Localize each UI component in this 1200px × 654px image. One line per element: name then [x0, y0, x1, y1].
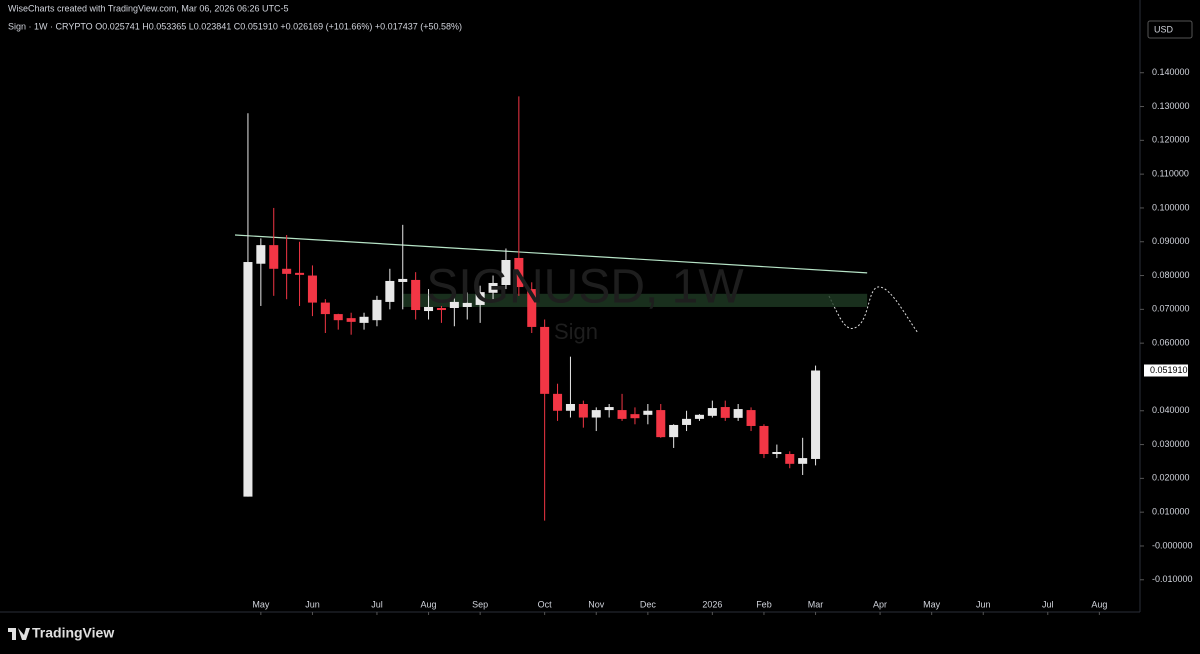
candle-body	[295, 272, 305, 275]
candle-body	[565, 404, 575, 411]
candle-body	[514, 257, 524, 288]
candle-body	[359, 316, 369, 323]
x-tick-label: 2026	[702, 599, 722, 609]
candle-body	[398, 278, 408, 282]
candle-body	[656, 410, 666, 438]
y-tick-label: 0.060000	[1152, 338, 1190, 348]
candle-body	[617, 410, 627, 419]
candle-body	[746, 410, 756, 426]
candle-body	[501, 260, 511, 286]
x-tick-label: Oct	[538, 599, 553, 609]
candle-body	[591, 410, 601, 418]
x-tick-label: Dec	[640, 599, 657, 609]
x-tick-label: Jul	[371, 599, 383, 609]
candle-body	[424, 306, 434, 312]
y-tick-label: 0.080000	[1152, 270, 1190, 280]
y-tick-label: -0.010000	[1152, 574, 1193, 584]
projection-curve	[828, 286, 919, 334]
candle-body	[346, 318, 356, 322]
candle-body	[682, 418, 692, 425]
y-tick-label: -0.000000	[1152, 540, 1193, 550]
x-tick-label: Mar	[808, 599, 824, 609]
x-tick-label: May	[923, 599, 941, 609]
y-tick-label: 0.110000	[1152, 169, 1189, 179]
candle-body	[385, 280, 395, 302]
logo-icon	[8, 628, 30, 640]
candle-body	[772, 452, 782, 455]
candle-body	[630, 414, 640, 419]
candle-body	[643, 410, 653, 415]
x-tick-label: Feb	[756, 599, 772, 609]
candle-body	[540, 326, 550, 394]
candle-body	[669, 424, 679, 438]
y-tick-label: 0.100000	[1152, 202, 1190, 212]
candle-body	[553, 393, 563, 411]
candle-body	[707, 408, 717, 416]
candle-body	[578, 404, 588, 418]
watermark: SIGNUSD, 1W	[426, 261, 744, 314]
candle-body	[604, 407, 614, 411]
candle-body	[462, 302, 472, 307]
x-tick-label: Aug	[421, 599, 437, 609]
x-tick-label: Apr	[873, 599, 887, 609]
legend: Sign · 1W · CRYPTO O0.025741 H0.053365 L…	[8, 21, 462, 31]
x-tick-label: Sep	[472, 599, 488, 609]
y-tick-label: 0.130000	[1152, 101, 1190, 111]
candle-body	[449, 301, 459, 308]
y-tick-label: 0.120000	[1152, 135, 1190, 145]
x-tick-label: Jun	[305, 599, 320, 609]
y-tick-label: 0.010000	[1152, 507, 1190, 517]
x-tick-label: Nov	[588, 599, 605, 609]
y-tick-label: 0.070000	[1152, 304, 1190, 314]
x-tick-label: Jun	[976, 599, 991, 609]
x-tick-label: May	[252, 599, 270, 609]
trendline	[235, 234, 868, 274]
tradingview-logo: TradingView	[8, 625, 114, 641]
candle-body	[333, 314, 343, 321]
watermark-sub: Sign	[554, 319, 598, 344]
candle-body	[733, 409, 743, 418]
candle-body	[372, 299, 382, 321]
candle-body	[243, 262, 253, 497]
candle-body	[282, 268, 292, 274]
credit: WiseCharts created with TradingView.com,…	[8, 3, 288, 13]
candle-body	[694, 414, 704, 419]
currency-button[interactable]	[1147, 20, 1193, 39]
candle-body	[488, 282, 498, 293]
candle-body	[785, 454, 795, 464]
x-tick-label: Jul	[1042, 599, 1054, 609]
candle-body	[436, 308, 446, 311]
candle-body	[798, 458, 808, 464]
candle-body	[475, 292, 485, 305]
last-price-box	[1144, 364, 1188, 377]
candle-body	[411, 279, 421, 311]
y-tick-label: 0.090000	[1152, 236, 1190, 246]
candle-body	[256, 245, 266, 264]
candle-body	[269, 245, 279, 269]
candle-body	[811, 370, 821, 459]
y-tick-label: 0.030000	[1152, 439, 1190, 449]
candle-body	[720, 407, 730, 418]
y-tick-label: 0.040000	[1152, 405, 1190, 415]
y-tick-label: 0.020000	[1152, 473, 1190, 483]
candle-body	[527, 289, 537, 327]
y-tick-label: 0.140000	[1152, 67, 1190, 77]
zone	[402, 293, 868, 307]
x-tick-label: Aug	[1091, 599, 1107, 609]
last-price-label: 0.051910	[1150, 365, 1188, 375]
candle-body	[307, 275, 317, 303]
candle-body	[320, 302, 330, 315]
currency-label[interactable]: USD	[1154, 24, 1174, 34]
candle-body	[759, 425, 769, 455]
logo-text: TradingView	[32, 625, 114, 641]
